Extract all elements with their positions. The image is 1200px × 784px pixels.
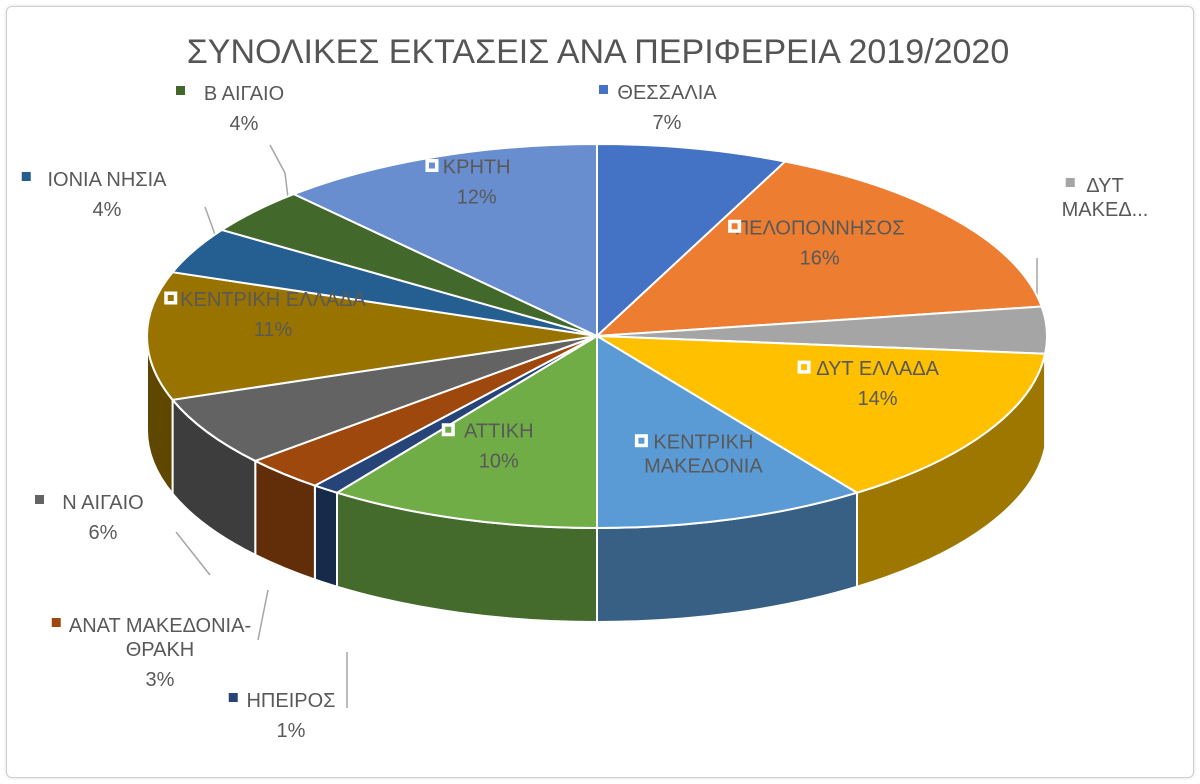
slice-percent-label: 10%: [479, 451, 519, 473]
legend-marker-fill: [167, 295, 174, 301]
slice-percent-label: 4%: [230, 113, 259, 135]
slice-percent-label: 4%: [93, 199, 122, 221]
slice-name-label: Ν ΑΙΓΑΙΟ: [62, 492, 143, 514]
slice-percent-label: 3%: [146, 669, 175, 691]
slice-name-label: ΔΥΤ: [1086, 175, 1123, 197]
slice-name-label: ΜΑΚΕΔ...: [1062, 199, 1149, 221]
slice-name-label: ΔΥΤ ΕΛΛΑΔΑ: [816, 358, 939, 380]
data-label-αττικη: ΑΤΤΙΚΗ 10%: [441, 421, 534, 473]
slice-name-label: ΜΑΚΕΔΟΝΙΑ: [644, 456, 763, 478]
slice-percent-label: 6%: [89, 522, 118, 544]
legend-marker: [35, 495, 44, 504]
data-label-ν-αιγαιο: Ν ΑΙΓΑΙΟ 6%: [35, 492, 144, 544]
legend-marker-fill: [731, 223, 738, 230]
legend-marker-fill: [445, 426, 452, 433]
slice-name-label: ΗΠΕΙΡΟΣ: [246, 690, 335, 712]
slice-percent-label: 11%: [254, 319, 293, 341]
pie-top-faces: [146, 142, 1048, 530]
pie-side-ηπειρος: [313, 484, 339, 589]
legend-marker: [176, 86, 185, 95]
legend-marker: [228, 693, 238, 702]
slice-percent-label: 14%: [858, 388, 898, 410]
legend-marker: [599, 85, 608, 94]
pie-slice-κεντρικη-ελλαδα: [146, 271, 598, 401]
slice-name-label: ΚΕΝΤΡΙΚΗ ΕΛΛΑΔΑ: [180, 289, 366, 311]
slice-name-label: ΚΕΝΤΡΙΚΗ: [653, 432, 753, 454]
slice-percent-label: 16%: [800, 247, 840, 269]
data-label-ηπειρος: ΗΠΕΙΡΟΣ 1%: [228, 690, 336, 742]
data-label-ανατ-μακεδονια-θρακη: ΑΝΑΤ ΜΑΚΕΔΟΝΙΑ-ΘΡΑΚΗ 3%: [51, 615, 251, 691]
pie-slice-δυτ-ελλαδα: [596, 335, 1047, 494]
leader-line-ν-αιγαιο: [175, 531, 211, 576]
legend-marker-fill: [801, 364, 808, 371]
data-label-β-αιγαιο: Β ΑΙΓΑΙΟ 4%: [176, 83, 284, 135]
pie-slice-κρητη: [291, 142, 598, 338]
legend-marker-fill: [428, 162, 435, 169]
chart-title: ΣΥΝΟΛΙΚΕΣ ΕΚΤΑΣΕΙΣ ΑΝΑ ΠΕΡΙΦΕΡΕΙΑ 2019/2…: [187, 33, 1009, 71]
slice-percent-label: 1%: [277, 720, 306, 742]
pie-slice-πελοποννησος: [594, 160, 1044, 338]
slice-name-label: Β ΑΙΓΑΙΟ: [204, 83, 284, 105]
legend-marker: [21, 172, 31, 181]
slice-percent-label: 12%: [457, 187, 497, 209]
leader-line-ανατ-μακεδονια-θρακη: [257, 589, 269, 641]
legend-marker: [1065, 178, 1075, 187]
pie-slice-κεντρικη-μακεδονια: [596, 334, 860, 530]
data-label-πελοποννησος: ΠΕΛΟΠΟΝΝΗΣΟΣ 16%: [728, 217, 905, 269]
pie-slice-θεσσαλια: [596, 142, 788, 339]
data-label-θεσσαλια: ΘΕΣΣΑΛΙΑ 7%: [599, 82, 717, 134]
data-label-δυτ-ελλαδα: ΔΥΤ ΕΛΛΑΔΑ 14%: [797, 358, 940, 410]
slice-name-label: ΠΕΛΟΠΟΝΝΗΣΟΣ: [735, 217, 905, 239]
legend-marker: [51, 618, 61, 627]
slice-percent-label: 7%: [653, 112, 682, 134]
slice-name-label: ΙΟΝΙΑ ΝΗΣΙΑ: [47, 169, 167, 191]
slice-name-label: ΘΡΑΚΗ: [126, 639, 195, 661]
slice-name-label: ΘΕΣΣΑΛΙΑ: [617, 82, 717, 104]
data-label-κρητη: ΚΡΗΤΗ 12%: [425, 157, 511, 209]
slice-name-label: ΑΝΑΤ ΜΑΚΕΔΟΝΙΑ-: [69, 615, 251, 637]
pie-slice-αττικη: [334, 334, 598, 530]
data-label-κεντρικη-ελλαδα: ΚΕΝΤΡΙΚΗ ΕΛΛΑΔΑ 11%: [164, 289, 366, 341]
legend-marker-fill: [638, 437, 645, 444]
slice-name-label: ΑΤΤΙΚΗ: [464, 421, 534, 443]
data-label-ιονια-νησια: ΙΟΝΙΑ ΝΗΣΙΑ 4%: [21, 169, 167, 221]
pie-slice-ν-αιγαιο: [170, 335, 598, 463]
data-label-δυτ-μακεδ: ΔΥΤΜΑΚΕΔ...: [1062, 175, 1149, 221]
slice-name-label: ΚΡΗΤΗ: [443, 157, 511, 179]
